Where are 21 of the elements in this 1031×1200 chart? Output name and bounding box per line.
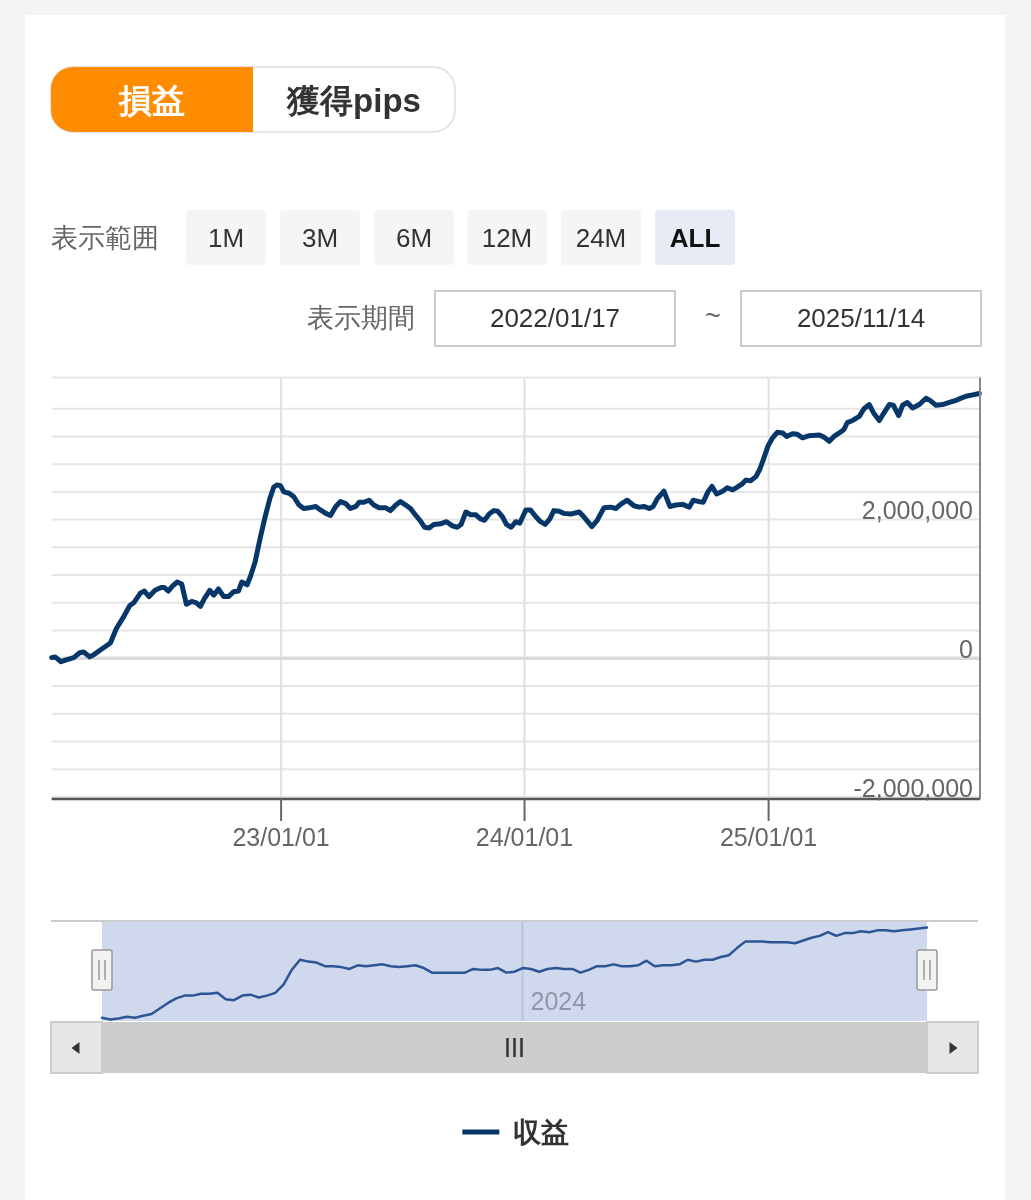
text: 6M [395,223,433,253]
legend-label: 収益 [513,1117,570,1148]
text: 1M [207,223,245,253]
text: ALL [669,223,721,253]
text: 獲得pips [286,82,421,119]
x-tick-label: 25/01/01 [719,823,818,851]
y-tick-label: -2,000,000 [853,773,973,802]
text: 表示期間 [307,303,415,333]
annotation: 2024 [530,987,587,1015]
text: 12M [481,223,533,253]
y-tick-label: 0 [959,635,973,664]
y-tick-label: 2,000,000 [861,496,973,525]
text: 24M [575,223,627,253]
x-tick-label: 23/01/01 [232,823,330,851]
text: 2022/01/17 [489,303,621,333]
text: 3M [301,223,339,253]
text: 損益 [118,82,185,119]
text: 2025/11/14 [796,303,926,333]
text: ~ [705,301,721,331]
x-tick-label: 24/01/01 [475,823,574,851]
text: 表示範囲 [51,223,159,253]
